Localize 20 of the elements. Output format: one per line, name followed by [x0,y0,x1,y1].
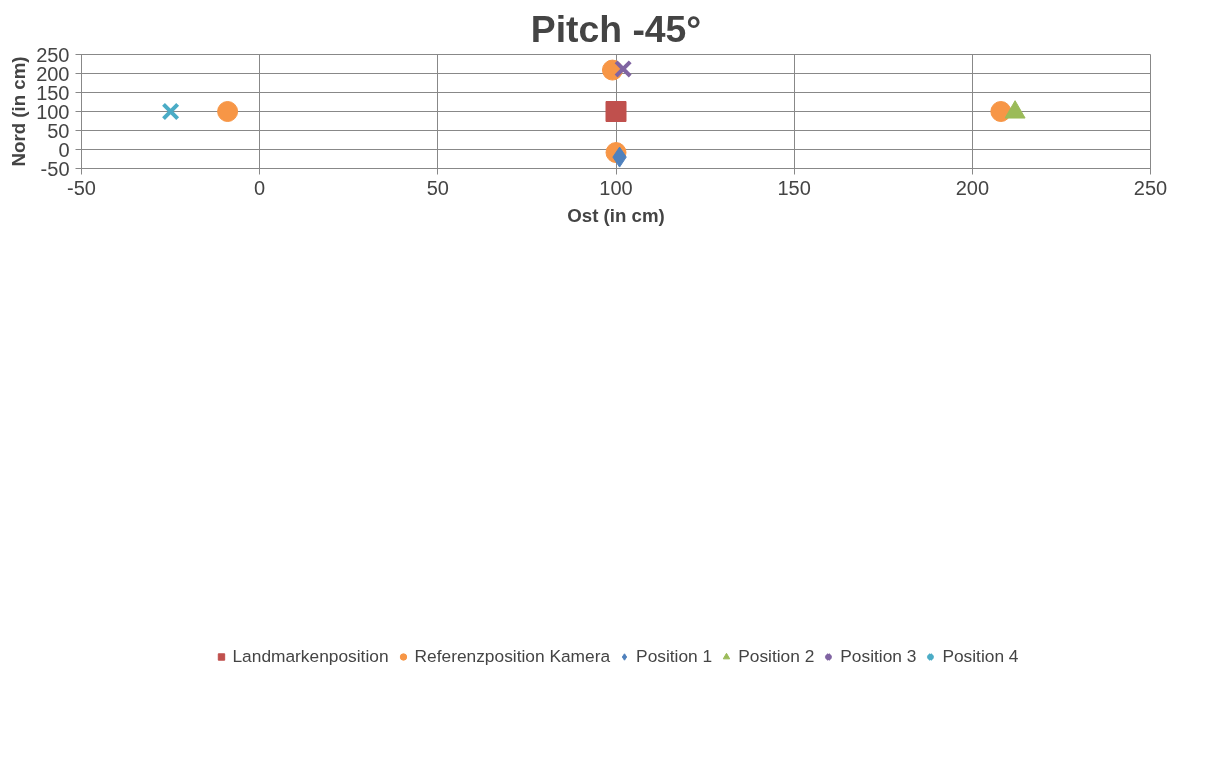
x-tick-label: 250 [1133,176,1168,199]
x-tick-label: 150 [777,176,811,199]
legend-label: Position 1 [636,645,713,667]
legend-label: Landmarkenposition [232,645,389,667]
legend-label: Referenzposition Kamera [414,645,611,667]
legend-label: Position 3 [840,645,917,667]
point [605,101,627,122]
point [217,101,239,122]
legend-label: Position 2 [738,645,815,667]
x-tick-label: 50 [426,176,449,199]
chart-title: Pitch -45° [530,7,702,50]
x-tick-label: -50 [67,176,96,199]
x-axis-title: Ost (in cm) [567,204,665,226]
x-tick-label: 100 [599,176,633,199]
legend-label: Position 4 [942,645,1019,667]
x-tick-label: 0 [254,176,266,199]
point [161,102,180,121]
point [614,59,633,79]
x-tick-label: 200 [955,176,990,199]
y-axis-title: Nord (in cm) [7,56,29,167]
